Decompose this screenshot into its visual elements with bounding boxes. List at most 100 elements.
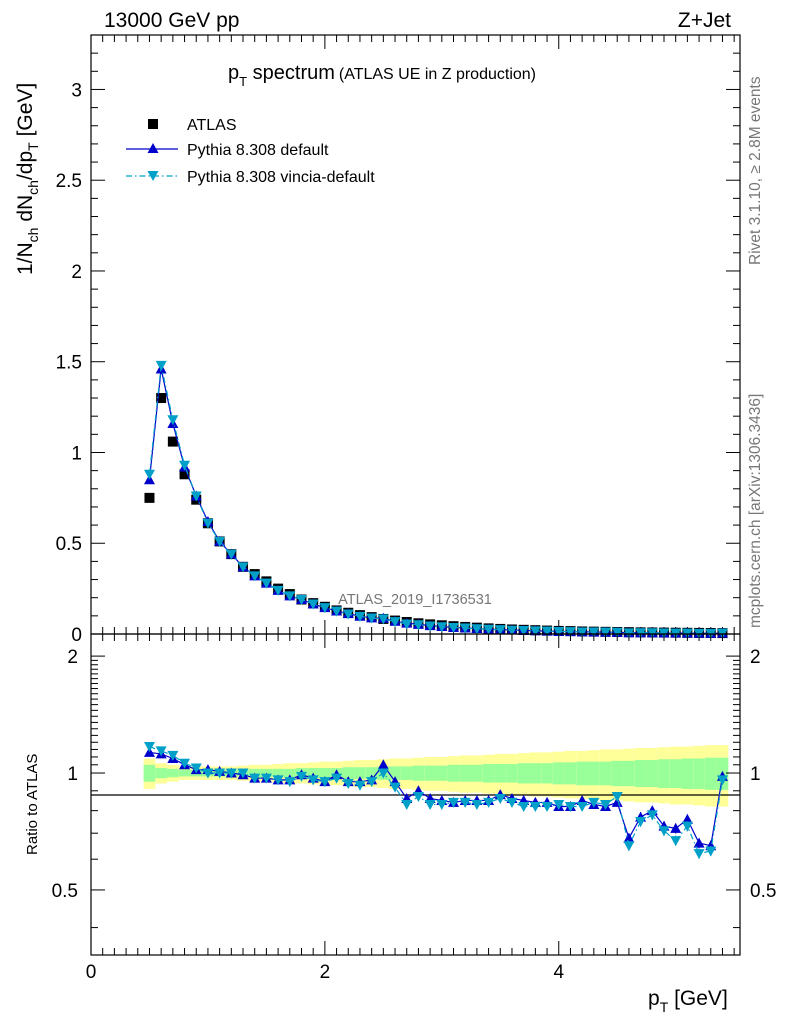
top-point-series-2 xyxy=(424,621,436,632)
ratio-band-inner xyxy=(681,758,694,789)
ratio-band-inner xyxy=(658,759,670,789)
y-tick-label-top: 0.5 xyxy=(56,534,82,555)
ratio-point-series-1 xyxy=(401,799,413,810)
bottom-panel: 0.5 0.5 1 1 2 2 Ratio to ATLAS 0 2 4 pT [GeV] xyxy=(24,633,776,1015)
ratio-band-inner xyxy=(471,764,483,782)
ratio-point-series-1 xyxy=(623,841,635,852)
ratio-point-series-1 xyxy=(295,771,307,782)
ratio-point-series-1 xyxy=(167,750,179,761)
ratio-point-series-1 xyxy=(179,758,191,769)
ratio-band-inner xyxy=(435,765,448,781)
ratio-point-series-1 xyxy=(272,775,284,786)
side-label-top: Rivet 3.1.10, ≥ 2.8M events xyxy=(747,76,764,265)
ratio-band-inner xyxy=(143,764,156,782)
ratio-point-series-1 xyxy=(658,826,670,837)
ratio-band-inner xyxy=(155,768,168,779)
ratio-point-series-1 xyxy=(541,801,553,812)
ratio-point-series-1 xyxy=(225,768,237,779)
top-point-series-2 xyxy=(576,627,588,638)
ratio-band-inner xyxy=(552,762,565,785)
y-tick-label-bottom-right: 2 xyxy=(750,647,761,668)
top-panel: 0 0.5 1 1.5 2 2.5 3 ATLAS_2019_I1736531 pT spe… xyxy=(14,34,741,646)
top-point-series-2 xyxy=(167,415,179,426)
top-point-series-2 xyxy=(366,613,378,624)
ratio-band-inner xyxy=(623,760,635,787)
title-extra: (ATLAS UE in Z production) xyxy=(339,66,536,83)
ratio-point-series-1 xyxy=(646,810,658,821)
ratio-point-series-0 xyxy=(693,837,705,848)
ratio-band-inner xyxy=(482,763,495,783)
y-tick-label-bottom-right: 0.5 xyxy=(750,881,776,902)
top-point-series-0 xyxy=(156,393,167,404)
top-point-series-2 xyxy=(529,626,541,637)
top-point-series-2 xyxy=(331,606,343,617)
top-point-series-2 xyxy=(295,595,307,606)
y-tick-label-top: 3 xyxy=(71,80,82,101)
top-point-series-2 xyxy=(354,611,366,622)
ratio-band-inner xyxy=(529,763,542,784)
ratio-band-inner xyxy=(541,763,553,784)
ratio-band-inner xyxy=(447,764,460,782)
top-point-series-2 xyxy=(202,518,214,529)
top-point-series-2 xyxy=(436,622,448,633)
ratio-point-series-1 xyxy=(260,773,272,784)
header-right: Z+Jet xyxy=(678,9,731,32)
ratio-point-series-1 xyxy=(155,746,167,757)
ratio-band-inner xyxy=(178,769,191,777)
ratio-band-inner xyxy=(400,766,413,780)
top-point-series-2 xyxy=(541,626,553,637)
ratio-point-series-1 xyxy=(331,773,343,784)
ratio-point-series-1 xyxy=(611,792,623,803)
top-point-series-2 xyxy=(389,617,401,628)
top-point-series-2 xyxy=(588,627,600,638)
ratio-point-series-1 xyxy=(377,768,389,779)
ratio-band-inner xyxy=(365,767,378,780)
ratio-band-inner xyxy=(576,761,588,786)
top-point-series-2 xyxy=(284,591,296,602)
top-point-series-2 xyxy=(471,624,483,635)
ratio-point-series-1 xyxy=(506,797,518,808)
top-y-axis-label: 1/Nch dNch/dpT [GeV] xyxy=(14,83,41,275)
ratio-point-series-1 xyxy=(436,799,448,810)
ratio-point-series-1 xyxy=(681,821,693,832)
top-point-series-2 xyxy=(319,603,331,614)
bottom-frame xyxy=(90,633,741,956)
top-point-series-2 xyxy=(448,622,460,633)
top-point-series-0 xyxy=(167,436,178,447)
x-axis-p: p xyxy=(648,987,660,1010)
ratio-point-series-1 xyxy=(412,792,424,803)
ratio-band-inner xyxy=(506,763,518,783)
top-point-series-2 xyxy=(272,585,284,596)
ratio-point-series-0 xyxy=(623,832,635,843)
top-point-series-2 xyxy=(611,627,623,638)
top-point-series-2 xyxy=(623,628,635,639)
x-tick-label: 2 xyxy=(320,962,331,983)
ratio-point-series-1 xyxy=(214,768,226,779)
ratio-point-series-1 xyxy=(483,797,495,808)
ratio-band-inner xyxy=(389,766,401,780)
side-label-bottom: mcplots.cern.ch [arXiv:1306.3436] xyxy=(747,394,764,628)
top-point-series-2 xyxy=(401,619,413,630)
bottom-series xyxy=(143,742,728,860)
ratio-band-inner xyxy=(342,767,355,780)
ratio-band-inner xyxy=(319,768,331,779)
ratio-band-inner xyxy=(272,768,284,778)
y-tick-label-top: 1 xyxy=(71,443,82,464)
title-p: p xyxy=(228,62,239,84)
top-point-series-2 xyxy=(564,627,576,638)
ratio-point-series-0 xyxy=(670,822,682,833)
top-y-tick-labels: 0 0.5 1 1.5 2 2.5 3 xyxy=(56,80,82,646)
x-tick-labels: 0 2 4 xyxy=(86,962,565,983)
ratio-band-inner xyxy=(354,767,366,780)
top-point-series-2 xyxy=(260,578,272,589)
legend-label-default: Pythia 8.308 default xyxy=(187,142,329,159)
top-point-series-2 xyxy=(237,562,249,573)
ratio-point-series-1 xyxy=(459,797,471,808)
ratio-band-inner xyxy=(283,768,296,778)
ratio-band-inner xyxy=(412,765,425,781)
top-point-series-2 xyxy=(179,460,191,471)
y-tick-label-top: 0 xyxy=(71,625,82,646)
ratio-point-series-1 xyxy=(249,773,261,784)
top-point-series-2 xyxy=(459,623,471,634)
